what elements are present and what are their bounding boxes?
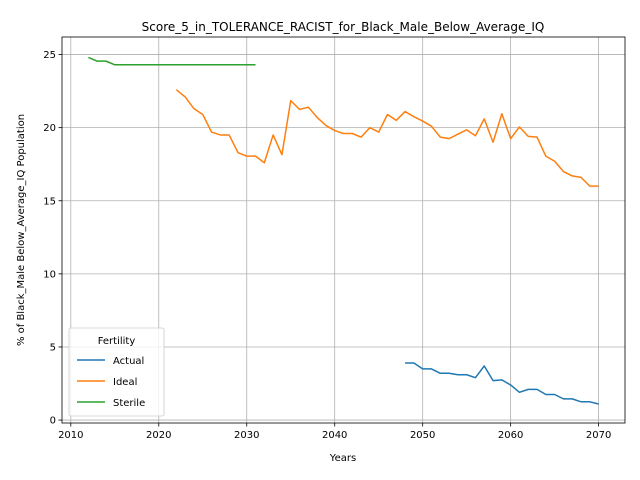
legend-label-ideal: Ideal xyxy=(113,377,137,388)
y-axis-label: % of Black_Male Below_Average_IQ Populat… xyxy=(16,114,27,346)
legend-box xyxy=(68,327,165,417)
y-tick-label: 15 xyxy=(43,196,56,207)
y-tick-label: 5 xyxy=(50,342,56,353)
x-tick-label: 2060 xyxy=(498,430,523,441)
x-tick-label: 2030 xyxy=(234,430,259,441)
series-line-actual xyxy=(405,362,599,405)
legend-label-actual: Actual xyxy=(113,356,144,367)
x-tick-label: 2070 xyxy=(586,430,611,441)
legend: Fertility Actual Ideal Sterile xyxy=(68,327,165,417)
series-line-sterile xyxy=(88,56,256,66)
y-tick-label: 0 xyxy=(50,416,56,427)
y-axis: 0 5 10 15 20 25 xyxy=(43,50,62,427)
y-tick-label: 10 xyxy=(43,269,56,280)
x-tick-label: 2020 xyxy=(146,430,171,441)
y-tick-label: 20 xyxy=(43,123,56,134)
series-line-ideal xyxy=(175,89,599,187)
chart-title: Score_5_in_TOLERANCE_RACIST_for_Black_Ma… xyxy=(142,20,545,34)
legend-title: Fertility xyxy=(98,336,136,347)
legend-label-sterile: Sterile xyxy=(113,398,145,409)
x-tick-label: 2050 xyxy=(410,430,435,441)
plot-frame xyxy=(61,36,626,424)
x-axis: 2010 2020 2030 2040 2050 2060 2070 xyxy=(58,423,611,441)
series-layer xyxy=(88,56,599,405)
x-tick-label: 2040 xyxy=(322,430,347,441)
y-tick-label: 25 xyxy=(43,50,56,61)
grid xyxy=(62,37,625,423)
x-axis-label: Years xyxy=(329,453,356,464)
x-tick-label: 2010 xyxy=(58,430,83,441)
